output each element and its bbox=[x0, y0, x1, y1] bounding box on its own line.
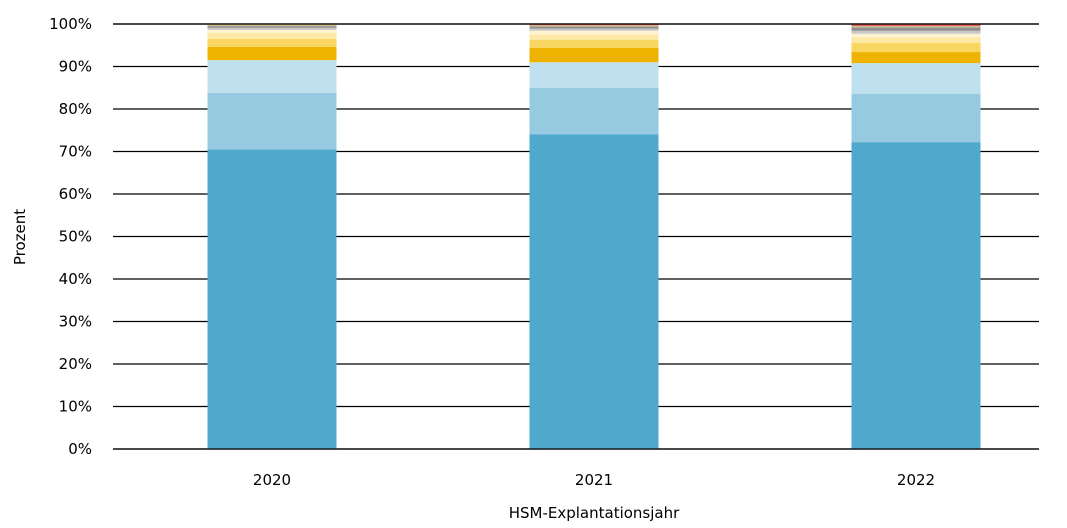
bar-segment-2020-8 bbox=[207, 27, 337, 30]
y-tick-label: 50% bbox=[59, 228, 92, 246]
bar-segment-2021-8 bbox=[529, 28, 659, 31]
x-tick-label-2022: 2022 bbox=[897, 471, 935, 489]
bar-segment-2020-1 bbox=[207, 149, 337, 449]
bar-segment-2021-3 bbox=[529, 62, 659, 88]
bar-segment-2020-6 bbox=[207, 32, 337, 39]
bars bbox=[113, 23, 1039, 450]
bar-segment-2022-5 bbox=[851, 42, 981, 53]
bar-segment-2021-1 bbox=[529, 134, 659, 449]
y-tick-label: 40% bbox=[59, 270, 92, 288]
bar-segment-2022-10 bbox=[851, 26, 981, 28]
bar-segment-2022-2 bbox=[851, 93, 981, 143]
y-tick-label: 90% bbox=[59, 58, 92, 76]
bar-segment-2021-9 bbox=[529, 26, 659, 29]
bar-segment-2021-2 bbox=[529, 87, 659, 135]
bar-segment-2022-11 bbox=[851, 24, 981, 27]
bar-segment-2022-1 bbox=[851, 142, 981, 449]
y-tick-label: 20% bbox=[59, 355, 92, 373]
bar-segment-2022-7 bbox=[851, 33, 981, 38]
y-axis-title: Prozent bbox=[11, 209, 29, 265]
bar-segment-2020-7 bbox=[207, 29, 337, 33]
bar-segment-2020-9 bbox=[207, 26, 337, 28]
y-axis-ticks: 0% 10% 20% 30% 40% 50% 60% 70% 80% 90% 100% bbox=[49, 15, 92, 458]
bar-segment-2022-9 bbox=[851, 27, 981, 31]
y-tick-label: 80% bbox=[59, 100, 92, 118]
y-tick-label: 100% bbox=[49, 15, 92, 33]
bar-segment-2022-3 bbox=[851, 63, 981, 94]
bar-segment-2022-8 bbox=[851, 30, 981, 34]
bar-segment-2020-3 bbox=[207, 60, 337, 93]
y-tick-label: 70% bbox=[59, 143, 92, 161]
bar-segment-2021-10 bbox=[529, 25, 659, 27]
y-tick-label: 30% bbox=[59, 313, 92, 331]
bar-segment-2022-6 bbox=[851, 37, 981, 43]
bar-segment-2021-7 bbox=[529, 30, 659, 35]
x-tick-label-2021: 2021 bbox=[575, 471, 613, 489]
x-tick-label-2020: 2020 bbox=[253, 471, 291, 489]
y-tick-label: 60% bbox=[59, 185, 92, 203]
bar-segment-2020-10 bbox=[207, 24, 337, 27]
bar-segment-2021-4 bbox=[529, 47, 659, 63]
x-axis-ticks: 2020 2021 2022 bbox=[253, 471, 935, 489]
bar-segment-2020-4 bbox=[207, 46, 337, 61]
bar-segment-2020-5 bbox=[207, 38, 337, 47]
bar-segment-2021-6 bbox=[529, 34, 659, 40]
y-tick-label: 0% bbox=[68, 440, 92, 458]
y-tick-label: 10% bbox=[59, 398, 92, 416]
bar-segment-2021-5 bbox=[529, 39, 659, 48]
x-axis-title: HSM-Explantationsjahr bbox=[509, 504, 680, 522]
bar-segment-2020-2 bbox=[207, 92, 337, 150]
bar-segment-2022-4 bbox=[851, 52, 981, 64]
